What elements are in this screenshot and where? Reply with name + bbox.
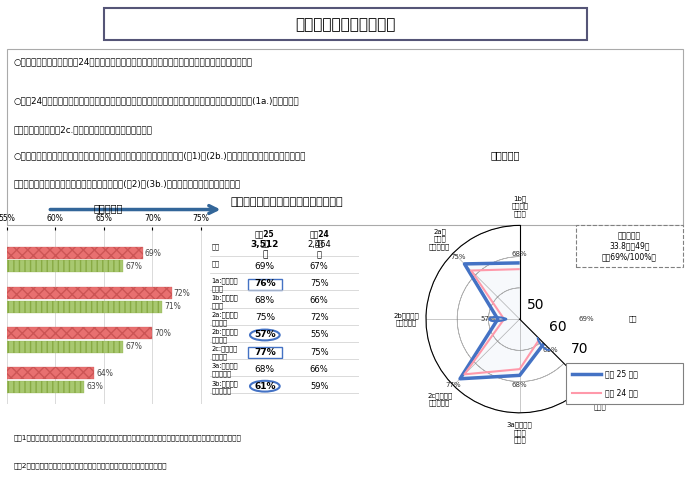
Text: 68%: 68% <box>512 250 527 257</box>
Text: 平成 25 年度: 平成 25 年度 <box>604 370 638 379</box>
Text: 68%: 68% <box>255 365 275 374</box>
Text: 平成24
年度: 平成24 年度 <box>309 229 329 248</box>
Text: 61%: 61% <box>543 347 558 353</box>
Text: 1a:違法情報
リスク: 1a:違法情報 リスク <box>211 277 238 292</box>
Text: 76%: 76% <box>254 279 276 288</box>
Text: 平成25
年度: 平成25 年度 <box>255 229 275 248</box>
Text: 70%: 70% <box>155 329 171 338</box>
Text: 55%: 55% <box>310 330 328 340</box>
Text: 59%: 59% <box>310 382 328 391</box>
Text: ○適切な商取引（電子商取引の問題を理解し、適切に対処できる能力。(注1)）(2b.)と適切なセキュリティ対策（適切: ○適切な商取引（電子商取引の問題を理解し、適切に対処できる能力。(注1)）(2b… <box>14 151 306 160</box>
Text: なセキュリティ対策を講じて利用出来る能力。(注2)）(3b.)に関する能力が相対的に低い。: なセキュリティ対策を講じて利用出来る能力。(注2)）(3b.)に関する能力が相対… <box>14 179 241 189</box>
Text: 人数: 人数 <box>211 244 219 250</box>
Text: 72%: 72% <box>310 314 328 322</box>
Text: 75%: 75% <box>310 279 328 288</box>
Text: 77%: 77% <box>446 382 461 389</box>
FancyBboxPatch shape <box>248 279 282 290</box>
Bar <box>7 327 152 340</box>
Text: 69%: 69% <box>579 316 594 322</box>
Text: 68%: 68% <box>512 382 527 388</box>
Bar <box>7 341 124 353</box>
Text: 66%: 66% <box>310 296 328 305</box>
Bar <box>7 368 94 379</box>
Text: 63%: 63% <box>86 382 104 392</box>
Bar <box>7 260 124 272</box>
Text: 67%: 67% <box>125 262 142 271</box>
Text: 3b:セキュリ
ティリスク: 3b:セキュリ ティリスク <box>211 380 238 394</box>
Text: 67%: 67% <box>310 262 328 271</box>
Text: 間の浪費への配慮（2c.）に関する能力が相対的に高い。: 間の浪費への配慮（2c.）に関する能力が相対的に高い。 <box>14 125 152 134</box>
Text: 2,464
人: 2,464 人 <box>307 240 331 259</box>
Text: 71%: 71% <box>164 302 181 311</box>
Text: 57%: 57% <box>254 330 276 340</box>
Bar <box>7 287 172 299</box>
Text: 75%: 75% <box>310 347 328 357</box>
Text: 総合: 総合 <box>211 261 219 267</box>
Bar <box>7 247 143 259</box>
Text: 72%: 72% <box>174 289 190 298</box>
Text: ○全ての分類において平成24年度より平均点が向上。全体的にリスク対応能力の向上がみられる。: ○全ての分類において平成24年度より平均点が向上。全体的にリスク対応能力の向上が… <box>14 58 253 67</box>
Bar <box>7 381 84 393</box>
Text: 69%: 69% <box>144 248 161 258</box>
Text: 3a:プライバ
シーリスク: 3a:プライバ シーリスク <box>211 363 238 377</box>
FancyBboxPatch shape <box>576 225 683 267</box>
Text: 1b:有害情報
リスク: 1b:有害情報 リスク <box>211 294 238 309</box>
Text: 2a:不適切接
触リスク: 2a:不適切接 触リスク <box>211 312 238 326</box>
Text: 64%: 64% <box>96 369 113 378</box>
FancyBboxPatch shape <box>104 8 586 40</box>
FancyBboxPatch shape <box>7 49 683 225</box>
Text: ○平成24年度と同様に違法情報への対応（違法コンテンツの問題を理解し、適切に対応できる。）(1a.)と料金や時: ○平成24年度と同様に違法情報への対応（違法コンテンツの問題を理解し、適切に対応… <box>14 97 299 106</box>
Text: 76%: 76% <box>576 252 591 258</box>
Text: 3,512
人: 3,512 人 <box>250 240 279 259</box>
Text: 平成 24 年度: 平成 24 年度 <box>604 388 638 397</box>
FancyBboxPatch shape <box>566 363 683 404</box>
FancyBboxPatch shape <box>248 347 282 358</box>
Text: 引き続き弱点分野について啓発が必要: 引き続き弱点分野について啓発が必要 <box>230 197 343 207</box>
Text: テスト結果の全般的評価: テスト結果の全般的評価 <box>295 17 395 32</box>
Text: 66%: 66% <box>310 365 328 374</box>
Text: 2b:不適正取
引リスク: 2b:不適正取 引リスク <box>211 329 238 343</box>
Title: 【中分類】: 【中分類】 <box>491 150 520 160</box>
Text: 77%: 77% <box>254 347 276 357</box>
Text: 75%: 75% <box>255 314 275 322</box>
Text: 61%: 61% <box>254 382 275 391</box>
Text: 67%: 67% <box>125 342 142 351</box>
Text: 68%: 68% <box>255 296 275 305</box>
Text: （注2）適切なウィルス対策について、より適正な知識・対応が求められる。: （注2）適切なウィルス対策について、より適正な知識・対応が求められる。 <box>14 463 167 469</box>
Text: 57%: 57% <box>481 316 496 322</box>
Text: （注1）オンライン決済や基本的な技術的事項（暗号、ドメイン）について、より適正な知識・対応が求められる。: （注1）オンライン決済や基本的な技術的事項（暗号、ドメイン）について、より適正な… <box>14 435 241 441</box>
Text: 2c:不適切利
用リスク: 2c:不適切利 用リスク <box>211 346 237 360</box>
Text: 75%: 75% <box>450 254 466 260</box>
Title: 【大分類】: 【大分類】 <box>94 203 124 213</box>
Text: 全体平均点
33.8点／49点
（約69%/100%）: 全体平均点 33.8点／49点 （約69%/100%） <box>602 231 657 261</box>
Bar <box>7 300 162 313</box>
Text: 69%: 69% <box>255 262 275 271</box>
